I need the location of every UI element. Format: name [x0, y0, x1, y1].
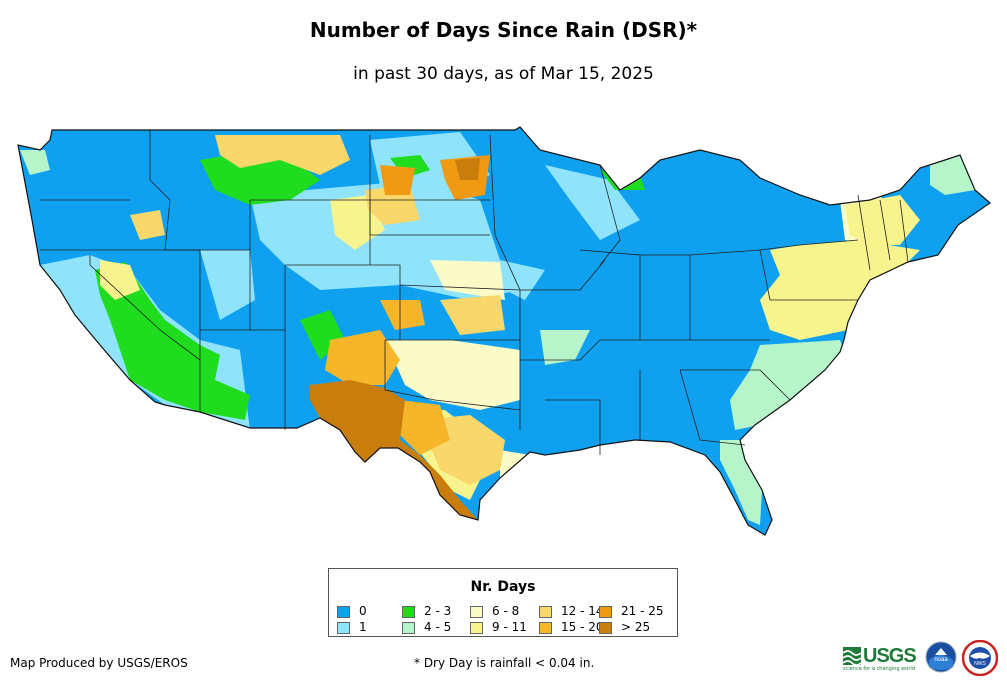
- legend-swatch: [470, 621, 483, 634]
- legend-title: Nr. Days: [470, 579, 536, 595]
- legend-swatch: [470, 605, 483, 618]
- legend-item-4: 6 - 8: [470, 604, 519, 618]
- legend-swatch: [539, 605, 552, 618]
- legend-swatch: [599, 605, 612, 618]
- legend-item-6: 12 - 14: [539, 604, 604, 618]
- legend-label: 4 - 5: [424, 620, 452, 634]
- noaa-logo: noaa: [925, 641, 957, 673]
- usgs-tagline: science for a changing world: [843, 666, 915, 672]
- nws-logo: NWS: [962, 640, 998, 676]
- usgs-wave-icon: [843, 647, 862, 666]
- map-title: Number of Days Since Rain (DSR)*: [309, 18, 698, 42]
- legend-label: 21 - 25: [621, 604, 664, 618]
- legend-item-7: 15 - 20: [539, 620, 604, 634]
- legend-swatch: [337, 605, 350, 618]
- legend-swatch: [402, 621, 415, 634]
- legend-label: 2 - 3: [424, 604, 452, 618]
- usgs-logo-text: USGS: [863, 645, 917, 667]
- legend-item-3: 4 - 5: [402, 620, 451, 634]
- legend-item-0: 0: [337, 604, 367, 618]
- legend-item-5: 9 - 11: [470, 620, 527, 634]
- legend-swatch: [402, 605, 415, 618]
- legend-label: 12 - 14: [561, 604, 604, 618]
- noaa-logo-text: noaa: [934, 657, 948, 663]
- credit-text: Map Produced by USGS/EROS: [10, 656, 188, 670]
- footnote-text: * Dry Day is rainfall < 0.04 in.: [414, 656, 595, 670]
- legend-item-8: 21 - 25: [599, 604, 664, 618]
- state-boundaries: [40, 130, 909, 455]
- legend-label: > 25: [621, 620, 651, 634]
- legend: Nr. Days 0 1 2 - 3 4 - 5 6 - 8 9 - 11 12…: [328, 568, 678, 637]
- legend-label: 1: [359, 620, 367, 634]
- legend-label: 6 - 8: [492, 604, 520, 618]
- legend-swatch: [539, 621, 552, 634]
- legend-item-9: > 25: [599, 620, 650, 634]
- legend-label: 9 - 11: [492, 620, 527, 634]
- usgs-logo: USGS science for a changing world: [843, 644, 918, 672]
- legend-swatch: [337, 621, 350, 634]
- legend-swatch: [599, 621, 612, 634]
- legend-item-1: 1: [337, 620, 367, 634]
- nws-logo-text: NWS: [974, 661, 986, 667]
- legend-item-2: 2 - 3: [402, 604, 451, 618]
- legend-label: 0: [359, 604, 367, 618]
- legend-label: 15 - 20: [561, 620, 604, 634]
- dsr-map: [17, 126, 991, 536]
- map-subtitle: in past 30 days, as of Mar 15, 2025: [353, 64, 654, 84]
